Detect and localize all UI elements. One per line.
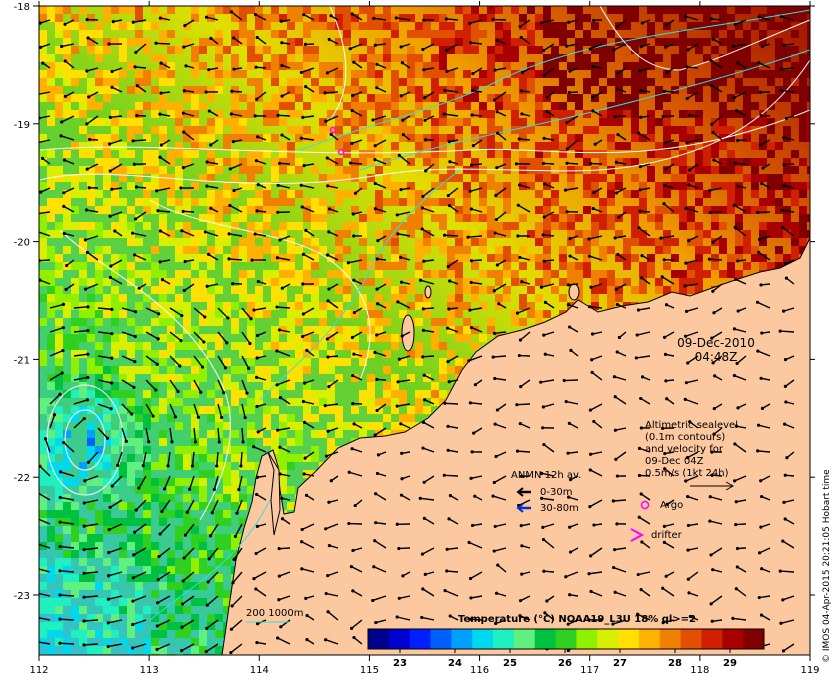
x-tick-label: 114 bbox=[250, 665, 269, 676]
argo-legend: Argo bbox=[640, 500, 683, 511]
magenta-circle-icon bbox=[640, 500, 650, 510]
velocity-arrows bbox=[39, 10, 795, 655]
colorbar-tick-label: 29 bbox=[723, 658, 737, 669]
sealevel-legend: Altimetric sealevel (0.1m contours) and … bbox=[645, 420, 738, 491]
x-tick-label: 117 bbox=[580, 665, 599, 676]
isobath-legend: 200 1000m bbox=[246, 608, 303, 623]
colorbar-tick-label: 25 bbox=[503, 658, 517, 669]
y-tick-label: -21 bbox=[14, 355, 30, 366]
magenta-chevron-icon bbox=[630, 528, 645, 542]
credit-label: © IMOS 04-Apr-2015 20:21:05 Hobart time bbox=[822, 469, 832, 663]
y-tick-label: -20 bbox=[14, 238, 30, 249]
x-tick-label: 119 bbox=[800, 665, 819, 676]
x-tick-label: 116 bbox=[470, 665, 489, 676]
y-tick-label: -22 bbox=[14, 473, 30, 484]
colorbar-title: Temperature (°C) NOAA19_L3U 18% ql>=2 bbox=[458, 614, 696, 625]
colorbar-tick-label: 26 bbox=[558, 658, 572, 669]
y-tick-label: -19 bbox=[14, 120, 30, 131]
x-tick-label: 112 bbox=[29, 665, 48, 676]
colorbar: Temperature (°C) NOAA19_L3U 18% ql>=2 23… bbox=[367, 614, 765, 669]
colorbar-tick-label: 24 bbox=[448, 658, 462, 669]
arrow-head-icon bbox=[725, 481, 735, 491]
y-tick-label: -18 bbox=[14, 2, 30, 13]
drifter-legend: drifter bbox=[630, 528, 683, 542]
isobaths bbox=[149, 9, 810, 621]
x-tick-label: 113 bbox=[140, 665, 159, 676]
x-tick-label: 118 bbox=[690, 665, 709, 676]
peninsula bbox=[267, 451, 281, 536]
y-axis: -18 -19 -20 -21 -22 -23 bbox=[14, 2, 815, 602]
mainland bbox=[221, 237, 810, 655]
colorbar-tick-label: 23 bbox=[393, 658, 407, 669]
colorbar-tick-label: 27 bbox=[613, 658, 627, 669]
y-tick-label: -23 bbox=[14, 591, 30, 602]
x-axis: 112 113 114 115 116 117 118 119 bbox=[29, 1, 820, 676]
argo-float-marker bbox=[329, 126, 337, 134]
time-label: 04:48Z bbox=[695, 350, 738, 364]
plot-frame bbox=[38, 5, 811, 656]
anmn-legend: ANMN 12h av. 0-30m 30-80m bbox=[511, 470, 581, 514]
date-label: 09-Dec-2010 bbox=[677, 336, 755, 350]
colorbar-tick-label: 28 bbox=[668, 658, 682, 669]
small-island bbox=[568, 283, 580, 301]
small-island bbox=[424, 285, 432, 299]
argo-float-marker bbox=[337, 148, 345, 156]
x-tick-label: 115 bbox=[360, 665, 379, 676]
sealevel-contours bbox=[39, 6, 810, 521]
